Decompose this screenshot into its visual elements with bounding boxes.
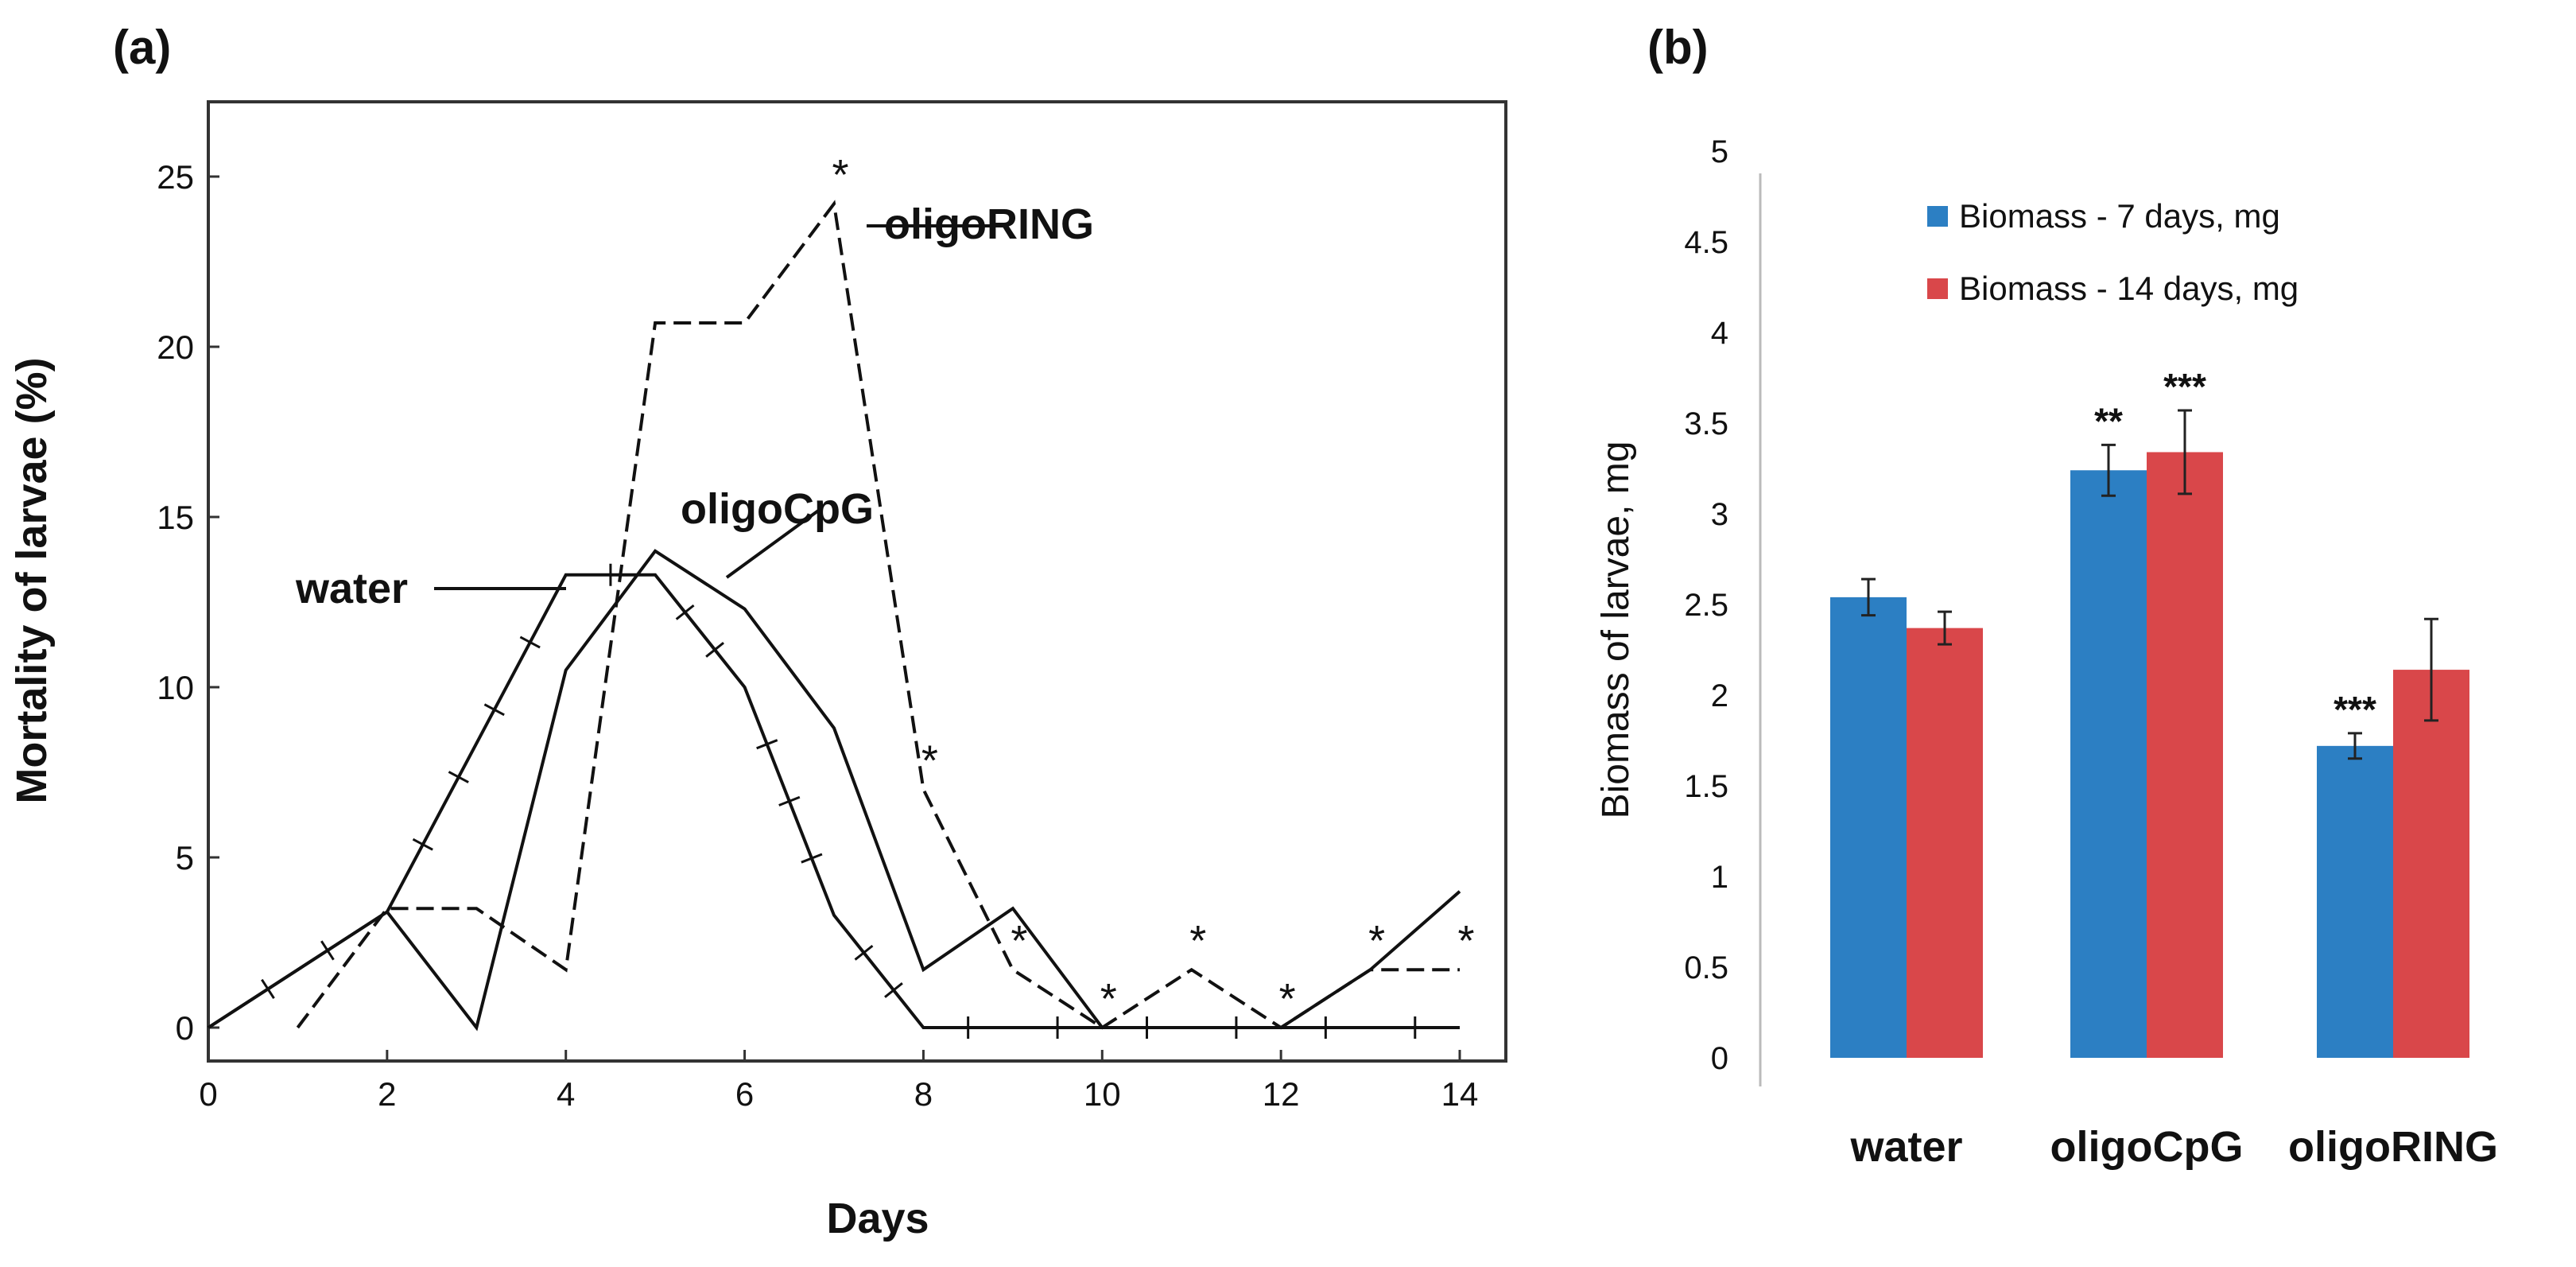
significance-asterisk: * [1279,975,1296,1023]
x-tick-label: 4 [557,1075,575,1113]
y-tick-label: 5 [176,839,194,876]
leader-oligocpg [725,507,822,579]
category-label-oligoring: oligoRING [2288,1123,2498,1171]
x-tick-label: 2 [378,1075,396,1113]
y-tick-label: 10 [157,669,194,706]
y-tick-label: 25 [157,158,194,196]
series-line-oligoring [296,200,1460,1030]
y-tick-label: 15 [157,499,194,536]
legend-swatch-14-days [1927,278,1948,299]
bar-oligoring-14d [2393,670,2469,1058]
panel-a-label: (a) [113,21,171,74]
bar-water-7d [1830,597,1907,1058]
x-axis-title: Days [826,1195,929,1242]
y-tick-label-b: 2 [1711,678,1728,713]
y-tick-label-b: 1.5 [1684,769,1728,804]
y-tick-label-b: 0.5 [1684,950,1728,985]
series-tick-mark [756,739,778,750]
x-tick-label: 8 [914,1075,933,1113]
bar-oligoring-7d [2317,745,2393,1058]
y-tick-label-b: 1 [1711,860,1728,895]
legend-swatch-7-days [1927,206,1948,227]
significance-asterisk: * [832,151,848,199]
y-tick-label-b: 4.5 [1684,225,1728,260]
x-tick-label: 14 [1441,1075,1479,1113]
legend-label-7-days: Biomass - 7 days, mg [1959,197,2280,235]
y-axis-title: Mortality of larvae (%) [8,357,56,803]
series-line-oligocpg [207,549,1461,1032]
series-tick-mark [778,795,801,806]
category-label-water: water [1849,1123,1962,1171]
y-axis-title-b: Biomass of larvae, mg [1595,441,1637,819]
x-tick-label: 0 [199,1075,217,1113]
significance-asterisk: * [1368,917,1385,965]
significance-asterisk: * [1011,917,1027,965]
series-tick-mark [448,771,469,783]
significance-asterisk: * [1189,917,1206,965]
series-tick-mark [705,642,724,658]
mortality-chart: (a) 0 5 10 15 20 25 0 2 4 6 8 10 12 14 Days Mortalit… [8,21,1507,1242]
y-tick-label-b: 3 [1711,497,1728,532]
plot-a-frame [207,100,1507,1063]
significance-stars: *** [2334,689,2376,730]
y-tick-label-b: 5 [1711,134,1728,169]
significance-stars: ** [2094,400,2123,441]
y-tick-label-b: 3.5 [1684,406,1728,441]
category-label-oligocpg: oligoCpG [2050,1123,2244,1171]
series-tick-mark [801,853,823,864]
significance-asterisk: * [1457,917,1474,965]
series-tick-mark [675,604,695,620]
x-tick-label: 12 [1263,1075,1300,1113]
legend: Biomass - 7 days, mg Biomass - 14 days, … [1927,197,2299,307]
series-tick-mark [884,982,903,998]
y-tick-label-b: 4 [1711,316,1728,351]
bar-oligocpg-7d [2070,470,2147,1058]
label-oligocpg: oligoCpG [681,485,874,533]
x-tick-label: 6 [735,1075,754,1113]
bar-oligocpg-14d [2147,452,2223,1058]
y-tick-label-b: 0 [1711,1041,1728,1076]
x-tick-label: 10 [1084,1075,1121,1113]
significance-asterisk: * [1100,975,1117,1023]
series-tick-mark [483,703,505,717]
biomass-chart: (b) 0 0.5 1 1.5 2 2.5 3 3.5 4 4.5 5 Biomass of lar… [1595,21,2498,1171]
significance-asterisk: * [921,736,938,784]
y-tick-label: 0 [176,1009,194,1047]
significance-stars: *** [2163,366,2206,407]
series-line-water [207,573,1460,1029]
y-tick-label-b: 2.5 [1684,588,1728,623]
series-tick-mark [854,944,874,961]
series-tick-mark [519,635,541,649]
legend-label-14-days: Biomass - 14 days, mg [1959,270,2299,307]
series-tick-mark [412,838,433,851]
panel-b-label: (b) [1647,21,1709,74]
label-water: water [295,565,408,612]
bar-water-14d [1907,628,1983,1058]
y-tick-label: 20 [157,328,194,366]
